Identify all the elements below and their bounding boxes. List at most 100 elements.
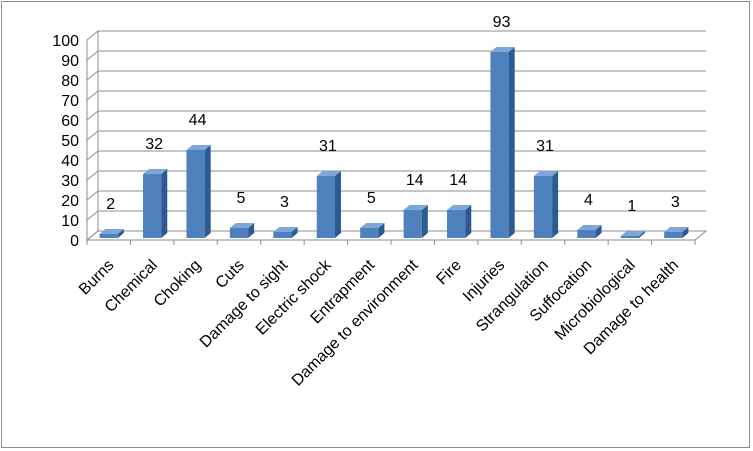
bar (403, 205, 428, 238)
bar-top (99, 229, 124, 234)
bar-front (99, 234, 118, 238)
bar (273, 227, 298, 238)
bar-side (421, 205, 428, 238)
bar-top (229, 223, 255, 228)
bar-side (552, 171, 559, 238)
data-label: 5 (237, 190, 246, 207)
data-label: 31 (536, 138, 554, 155)
y-tick-label: 10 (61, 213, 79, 230)
bar-top (403, 205, 428, 210)
x-tick-label: Cuts (213, 257, 248, 292)
bar-top (490, 47, 515, 52)
bar-front (490, 52, 509, 238)
data-label: 93 (493, 14, 511, 31)
bar (490, 47, 515, 238)
data-label: 3 (671, 194, 680, 211)
data-label: 4 (584, 192, 593, 209)
bar-front (229, 228, 249, 238)
bar-front (316, 176, 335, 238)
gridline-depth (86, 130, 99, 141)
y-tick-label: 50 (61, 133, 79, 150)
y-tick-labels: 0 10 20 30 40 50 60 70 80 90 100 (52, 33, 79, 250)
bar-top (664, 227, 689, 232)
bar-top (273, 227, 298, 232)
bar-front (186, 150, 205, 238)
bar (577, 225, 602, 238)
bar-front (447, 210, 466, 238)
x-tick-label: Electric shock (253, 256, 336, 339)
data-label: 32 (145, 136, 163, 153)
bar (447, 205, 472, 238)
bar-top (143, 169, 168, 174)
gridline-depth (86, 50, 99, 61)
x-tick-label: Choking (151, 257, 205, 311)
bar-top (447, 205, 472, 210)
bar (316, 171, 341, 238)
axes (85, 31, 708, 245)
gridline-depth (86, 70, 99, 81)
bar (229, 223, 255, 238)
y-tick-label: 40 (61, 153, 79, 170)
y-tick-label: 30 (61, 173, 79, 190)
y-tick-label: 80 (61, 73, 79, 90)
gridline-depth (86, 150, 99, 161)
bar (360, 223, 385, 238)
bar (143, 169, 168, 238)
y-tick-label: 0 (70, 233, 79, 250)
data-label: 5 (367, 190, 376, 207)
bars (99, 47, 689, 238)
data-label: 1 (627, 198, 636, 215)
y-tick-label: 20 (61, 193, 79, 210)
data-label: 2 (106, 196, 115, 213)
floor (85, 230, 708, 241)
bar-side (161, 169, 168, 238)
bar-front (360, 228, 379, 238)
bar-side (204, 145, 211, 238)
bar-front (664, 232, 683, 238)
y-tick-label: 90 (61, 53, 79, 70)
gridline-depth (86, 190, 99, 201)
y-tick-label: 100 (52, 33, 79, 50)
bar-top (316, 171, 341, 176)
data-labels: 2 32 44 5 3 31 5 14 14 93 31 4 1 3 (106, 14, 680, 215)
bar-side (334, 171, 341, 238)
bar-side (291, 227, 298, 238)
bar-front (620, 236, 639, 238)
bar-top (577, 225, 602, 230)
bar (186, 145, 211, 238)
bar-top (360, 223, 385, 228)
gridline-depth (86, 110, 99, 121)
bar-side (117, 229, 124, 238)
data-label: 14 (406, 172, 424, 189)
bar-front (273, 232, 292, 238)
data-label: 3 (280, 194, 289, 211)
bar (620, 231, 645, 238)
bar-front (143, 174, 162, 238)
data-label: 31 (319, 138, 337, 155)
bar (664, 227, 689, 238)
bar-side (638, 231, 645, 238)
bar-side (508, 47, 515, 238)
bar-side (595, 225, 602, 238)
data-label: 14 (449, 172, 467, 189)
y-tick-label: 70 (61, 93, 79, 110)
bar (533, 171, 559, 238)
gridline-depth (86, 210, 99, 221)
bar-front (533, 176, 553, 238)
bar (99, 229, 124, 238)
x-tick-label: Fire (433, 257, 465, 289)
bar-top (186, 145, 211, 150)
y-tick-label: 60 (61, 113, 79, 130)
gridline-depth (86, 170, 99, 181)
bar-top (620, 231, 645, 236)
bar-top (533, 171, 559, 176)
x-tick-label: Burns (76, 257, 118, 299)
data-label: 44 (189, 112, 207, 129)
gridlines (86, 30, 706, 241)
bar-side (465, 205, 472, 238)
gridline-depth (86, 90, 99, 101)
bar-side (682, 227, 689, 238)
bar-front (577, 230, 596, 238)
